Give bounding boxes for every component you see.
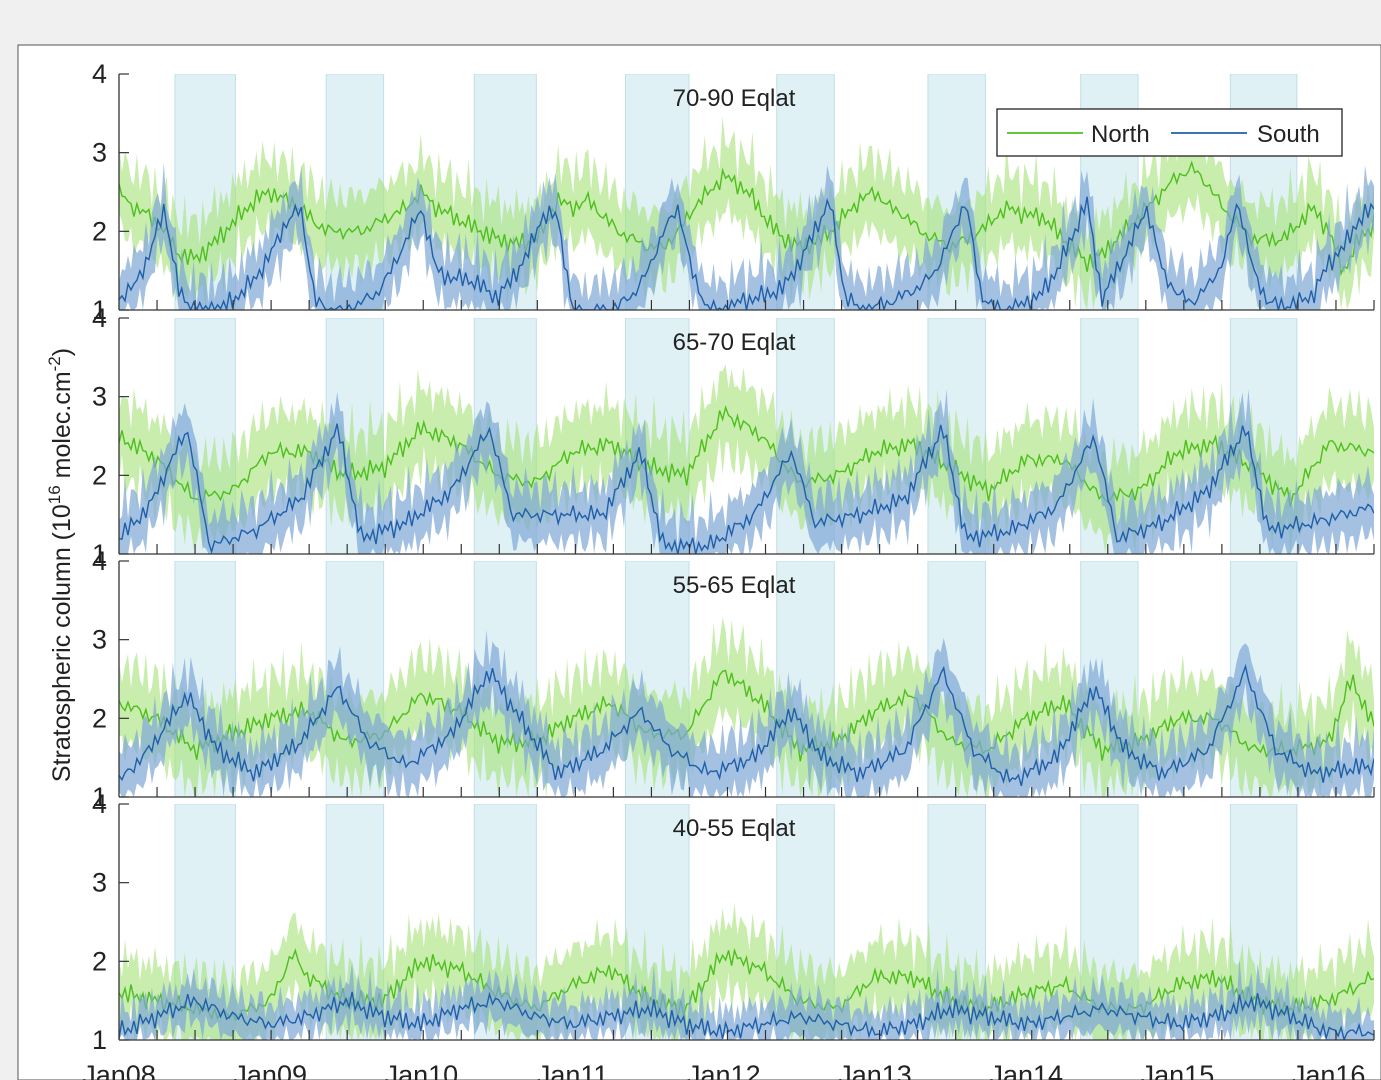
panels: 1 2 3 4 70-90 Eqlat 1 2 3 4 65-70 Eqlat 1 2 3 4 55-65 … xyxy=(82,59,1375,1080)
legend-north-label: North xyxy=(1091,121,1150,148)
y-tick-label: 3 xyxy=(92,625,107,655)
y-tick-label: 2 xyxy=(92,703,107,733)
x-tick-label: Jan15 xyxy=(1141,1060,1215,1080)
panel-4: 1 2 3 4 40-55 Eqlat Jan08 Jan09 Jan10 Jan11 Jan12… xyxy=(82,789,1375,1080)
y-tick-label: 4 xyxy=(92,789,107,819)
panel-title: 55-65 Eqlat xyxy=(673,572,796,599)
y-tick-label: 4 xyxy=(92,59,107,89)
band-north xyxy=(119,903,1374,1040)
y-axis-label: Stratospheric column (1016 molec.cm-2) xyxy=(45,348,76,782)
x-tick-label: Jan14 xyxy=(989,1060,1063,1080)
panel-title: 40-55 Eqlat xyxy=(673,815,796,842)
series-line-north xyxy=(119,160,1374,277)
band-south xyxy=(119,389,1374,554)
x-tick-label: Jan10 xyxy=(385,1060,459,1080)
series-line-north xyxy=(119,669,1374,762)
y-tick-label: 1 xyxy=(92,539,107,569)
panel-3: 1 2 3 4 55-65 Eqlat xyxy=(92,546,1375,812)
x-tick-label: Jan08 xyxy=(82,1060,156,1080)
y-tick-label: 2 xyxy=(92,216,107,246)
y-tick-label: 3 xyxy=(92,868,107,898)
legend-south-label: South xyxy=(1257,121,1320,148)
band-north xyxy=(119,617,1374,797)
y-tick-label: 3 xyxy=(92,138,107,168)
series-line-south xyxy=(119,423,1374,554)
panel-title: 70-90 Eqlat xyxy=(673,85,796,112)
x-tick-label: Jan12 xyxy=(687,1060,761,1080)
x-tick-label: Jan11 xyxy=(537,1060,609,1080)
y-tick-label: 4 xyxy=(92,303,107,333)
panel-plot-region xyxy=(119,804,1374,1040)
panel-title: 65-70 Eqlat xyxy=(673,329,796,356)
panel-2: 1 2 3 4 65-70 Eqlat xyxy=(92,303,1375,569)
panel-plot-region xyxy=(119,318,1374,554)
y-tick-label: 2 xyxy=(92,946,107,976)
series-line-south xyxy=(119,663,1374,787)
series-line-south xyxy=(119,196,1374,310)
y-tick-label: 2 xyxy=(92,460,107,490)
band-north xyxy=(119,111,1374,310)
x-tick-label: Jan13 xyxy=(838,1060,912,1080)
series-line-south xyxy=(119,991,1374,1040)
band-south xyxy=(119,162,1374,310)
panel-plot-region xyxy=(119,561,1374,797)
band-north xyxy=(119,364,1374,554)
y-tick-label: 4 xyxy=(92,546,107,576)
band-south xyxy=(119,958,1374,1040)
x-tick-label: Jan16 xyxy=(1292,1060,1366,1080)
x-tick-label: Jan09 xyxy=(233,1060,307,1080)
y-tick-label: 1 xyxy=(92,1025,107,1055)
band-south xyxy=(119,629,1374,797)
y-tick-label: 3 xyxy=(92,382,107,412)
legend: North South xyxy=(996,108,1343,157)
y-tick-label: 1 xyxy=(92,782,107,812)
y-tick-label: 1 xyxy=(92,295,107,325)
